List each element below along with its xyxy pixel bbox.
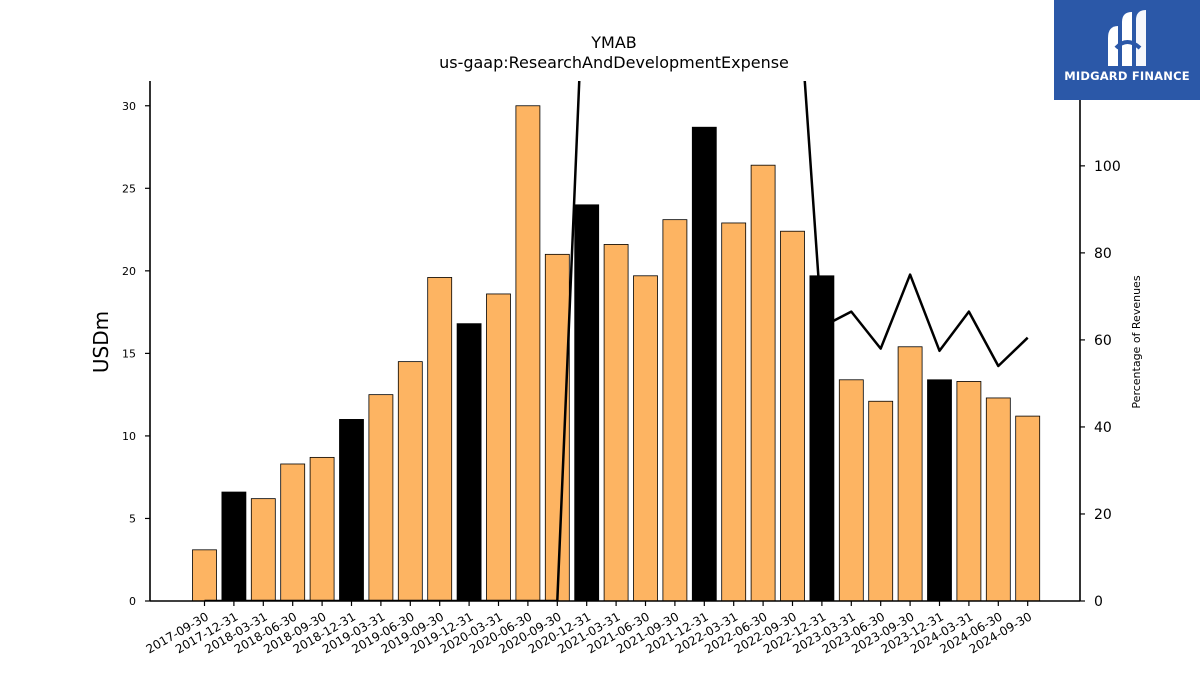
bar-2023-12-31 (927, 379, 952, 602)
bar-2021-12-31 (691, 126, 717, 602)
percent-line-segment-1 (803, 81, 1029, 368)
bar-2024-09-30 (1015, 415, 1041, 602)
bar-2022-09-30 (780, 230, 805, 602)
y-tick-label: 0 (129, 595, 136, 608)
bar-2020-06-30 (515, 105, 541, 602)
bar-2024-03-31 (956, 381, 982, 602)
bar-2020-03-31 (486, 293, 511, 602)
bar-2018-03-31 (250, 498, 276, 602)
y-axis-label: USDm (89, 311, 113, 373)
y-tick-label: 20 (122, 265, 136, 278)
y2-tick-label: 0 (1094, 594, 1103, 610)
y-tick-label: 15 (122, 347, 136, 360)
chart-title: YMAB (590, 33, 637, 52)
bar-2021-03-31 (603, 244, 629, 602)
bar-2018-06-30 (280, 463, 306, 602)
bar-2023-06-30 (868, 400, 894, 602)
bar-2019-09-30 (427, 277, 453, 602)
bar-2022-06-30 (750, 164, 776, 602)
bar-2017-12-31 (221, 491, 247, 602)
bar-2018-09-30 (309, 456, 335, 602)
y2-axis-label: Percentage of Revenues (1130, 275, 1143, 408)
bar-2022-12-31 (809, 275, 835, 602)
brand-logo: MIDGARD FINANCE (1054, 0, 1200, 100)
bar-2021-06-30 (633, 275, 658, 602)
bar-2023-03-31 (838, 379, 864, 602)
bar-2017-09-30 (192, 549, 217, 602)
y-tick-label: 25 (122, 182, 136, 195)
bar-2021-09-30 (662, 219, 688, 602)
bar-2019-03-31 (368, 394, 394, 602)
bars-layer (192, 105, 1041, 602)
bar-2022-03-31 (721, 222, 747, 602)
y2-tick-label: 40 (1094, 420, 1112, 436)
y2-tick-label: 100 (1094, 159, 1121, 175)
y2-tick-label: 20 (1094, 507, 1112, 523)
y2-tick-label: 80 (1094, 246, 1112, 262)
logo-text: MIDGARD FINANCE (1064, 69, 1190, 83)
y-tick-label: 10 (122, 430, 136, 443)
y2-tick-label: 60 (1094, 333, 1112, 349)
bar-2019-12-31 (456, 323, 482, 602)
logo-mark-icon (1108, 10, 1146, 66)
y-tick-label: 30 (122, 100, 136, 113)
bar-2018-12-31 (339, 419, 364, 602)
percent-line-layer (204, 81, 1029, 601)
y-tick-label: 5 (129, 512, 136, 525)
chart-subtitle: us-gaap:ResearchAndDevelopmentExpense (439, 53, 789, 72)
bar-2024-06-30 (985, 397, 1011, 602)
bar-2019-06-30 (397, 361, 423, 602)
bar-2020-12-31 (574, 204, 600, 602)
bar-2023-09-30 (897, 346, 923, 602)
